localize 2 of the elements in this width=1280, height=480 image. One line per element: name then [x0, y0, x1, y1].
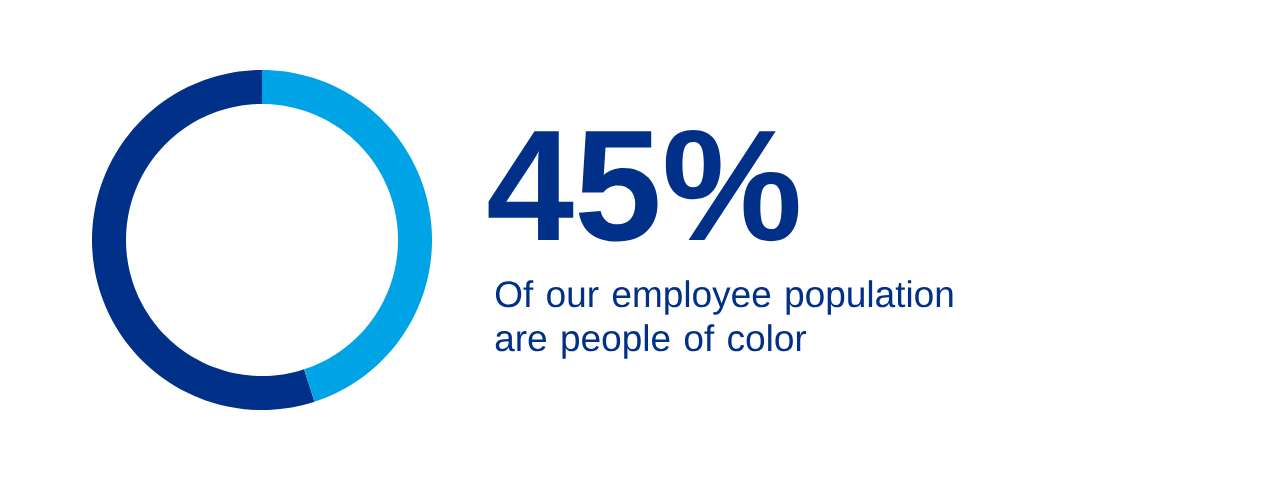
data-label: 45% — [488, 130, 799, 242]
text: Of our employee population are people of color — [495, 280, 953, 359]
